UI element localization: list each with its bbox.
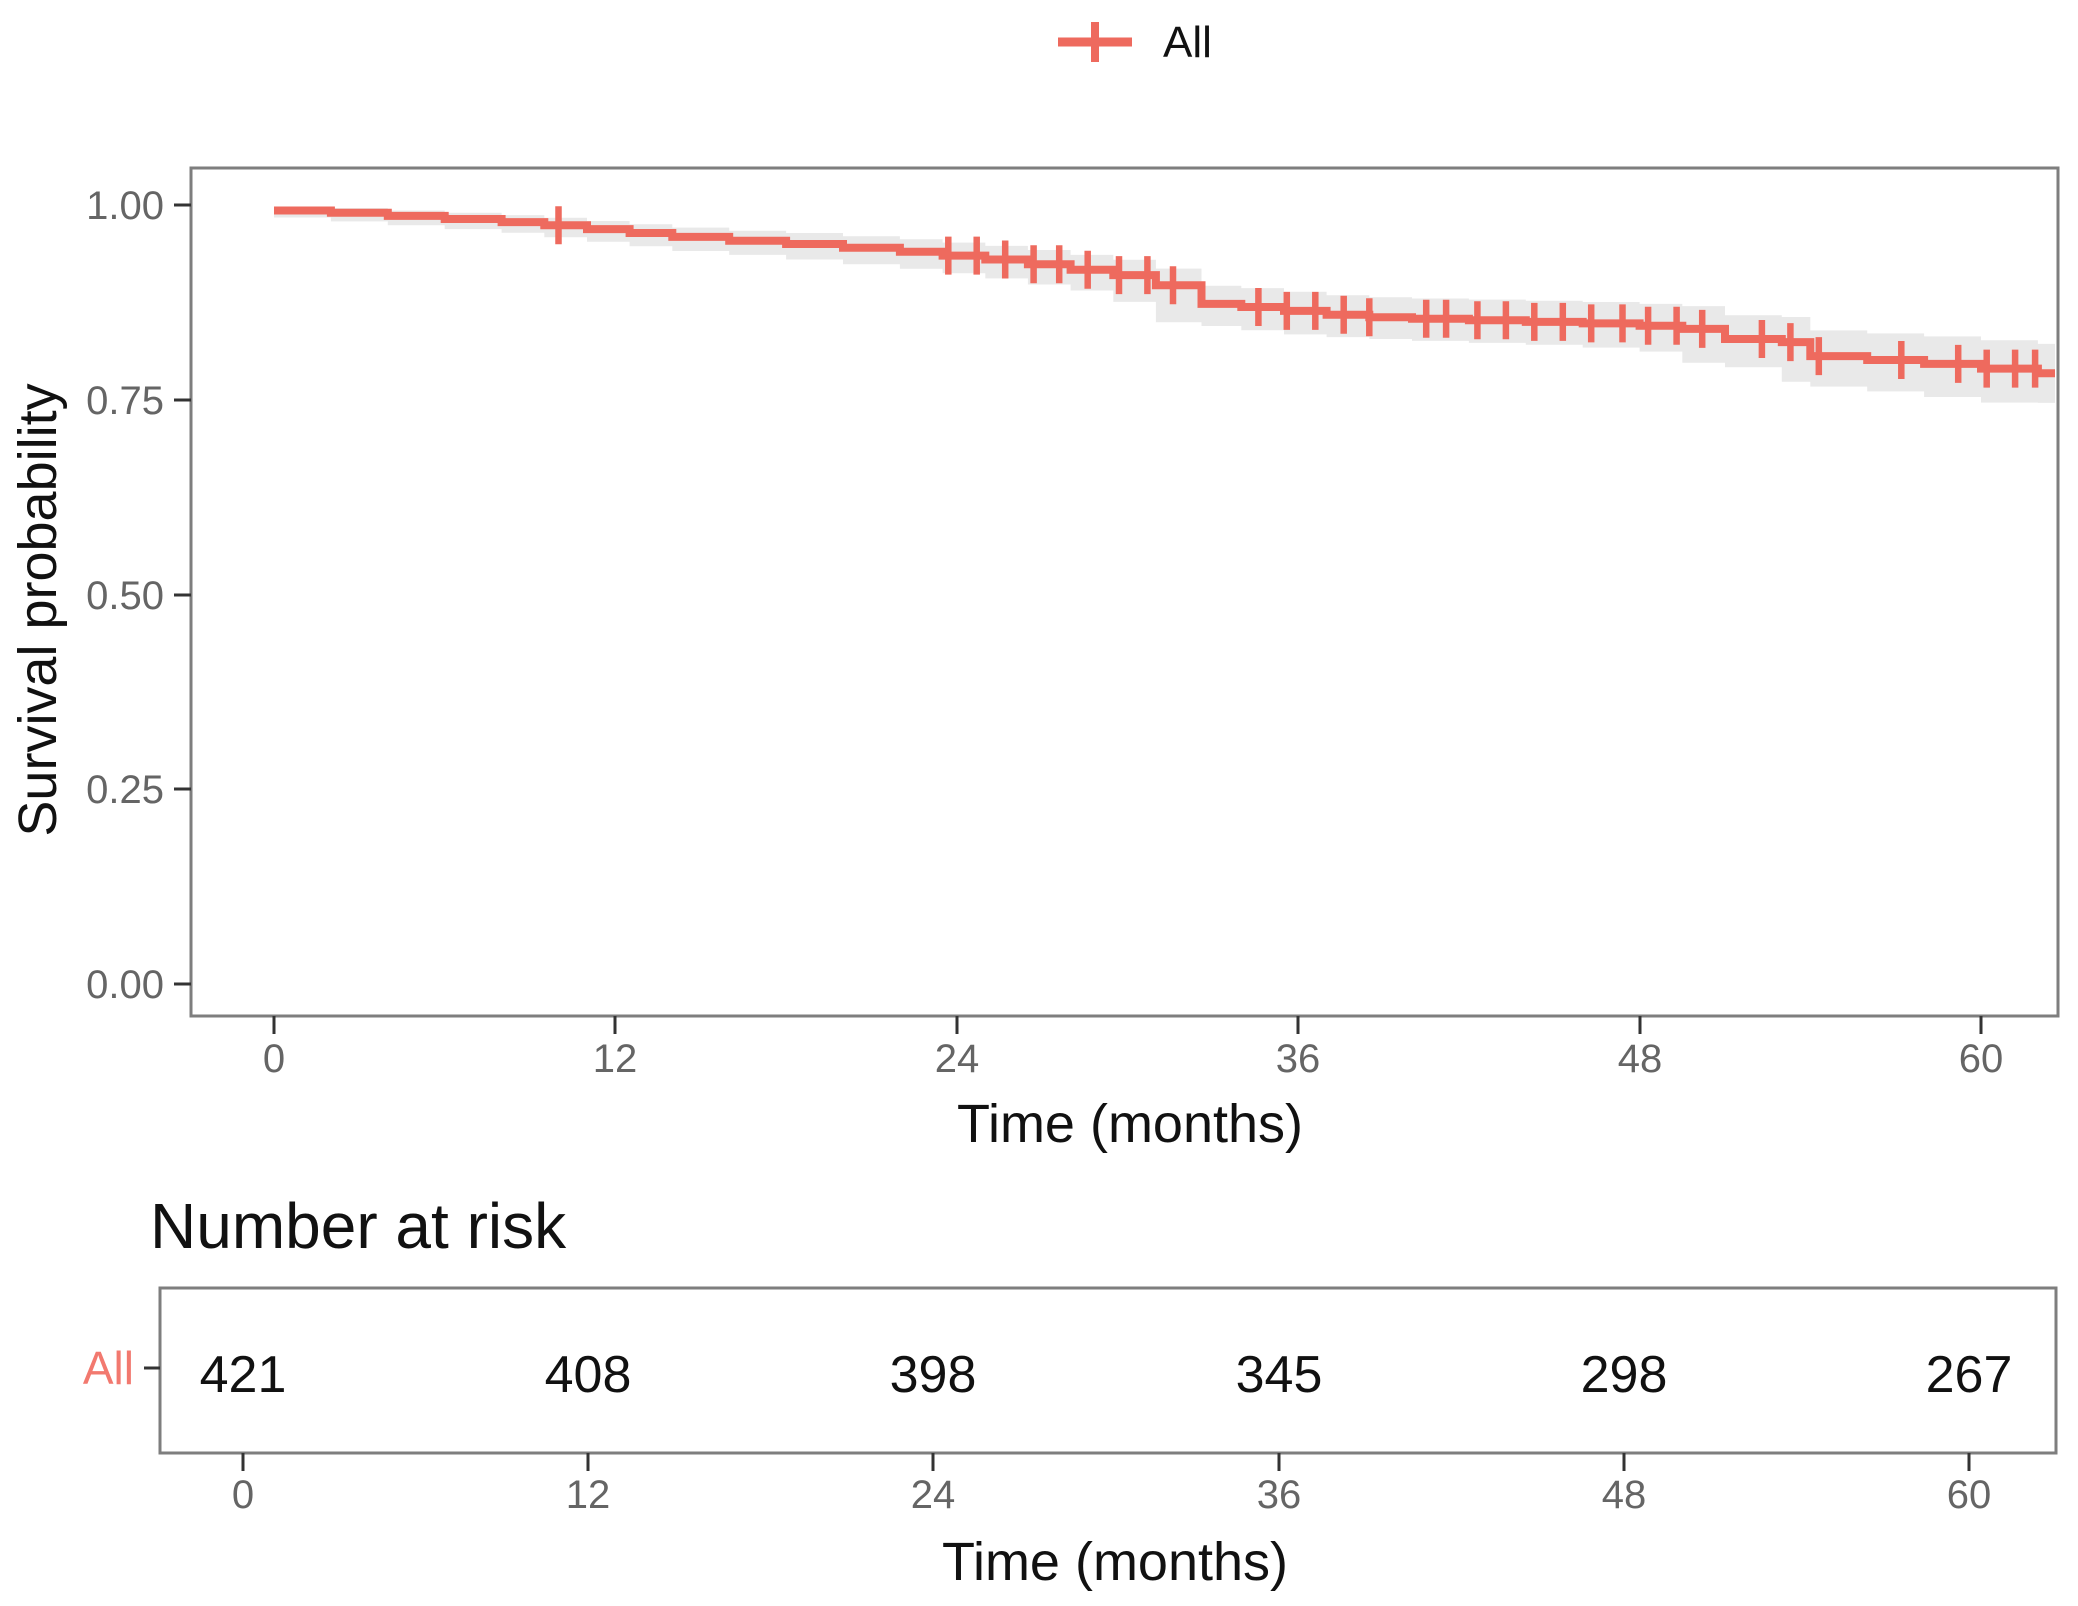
- risk-table-title: Number at risk: [150, 1190, 567, 1262]
- risk-tick-label-0: 0: [232, 1473, 254, 1517]
- risk-value-2: 398: [890, 1346, 977, 1404]
- risk-value-0: 421: [200, 1346, 287, 1404]
- risk-values: 421 408 398 345 298 267: [200, 1346, 2013, 1404]
- censor-plus-icon: [1058, 22, 1132, 62]
- risk-tick-label-1: 12: [566, 1473, 611, 1517]
- x-tick-label-0: 0: [263, 1037, 285, 1081]
- y-tick-label-1: 0.75: [86, 379, 164, 423]
- risk-tick-label-2: 24: [911, 1473, 956, 1517]
- risk-tick-label-4: 48: [1602, 1473, 1647, 1517]
- risk-x-axis-title: Time (months): [942, 1532, 1288, 1592]
- y-tick-label-4: 0.00: [86, 963, 164, 1007]
- risk-tick-label-5: 60: [1947, 1473, 1992, 1517]
- censor-marks: [555, 206, 2039, 388]
- ci-band: [274, 206, 2055, 403]
- legend: All: [1058, 18, 1212, 67]
- risk-row-label: All: [83, 1342, 134, 1394]
- risk-value-5: 267: [1926, 1346, 2013, 1404]
- km-curve: [274, 206, 2055, 378]
- y-axis-title: Survival probability: [8, 383, 68, 836]
- x-tick-label-2: 24: [935, 1037, 980, 1081]
- legend-label: All: [1163, 18, 1212, 67]
- x-tick-label-3: 36: [1276, 1037, 1321, 1081]
- risk-value-1: 408: [545, 1346, 632, 1404]
- risk-table: Number at risk All 421 408 398 345 298 2…: [83, 1190, 2058, 1592]
- x-tick-label-1: 12: [593, 1037, 638, 1081]
- y-axis-ticks: 1.00 0.75 0.50 0.25 0.00: [86, 184, 191, 1007]
- risk-tick-label-3: 36: [1257, 1473, 1302, 1517]
- plot-panel: [189, 166, 2060, 1018]
- x-tick-label-4: 48: [1618, 1037, 1663, 1081]
- y-tick-label-3: 0.25: [86, 768, 164, 812]
- main-plot: 1.00 0.75 0.50 0.25 0.00 0 12 24 36 48 6…: [8, 166, 2060, 1154]
- x-tick-label-5: 60: [1959, 1037, 2004, 1081]
- risk-x-axis-ticks: 0 12 24 36 48 60: [232, 1453, 1991, 1517]
- risk-table-panel: [158, 1286, 2058, 1455]
- x-axis-title: Time (months): [957, 1094, 1303, 1154]
- risk-value-3: 345: [1236, 1346, 1323, 1404]
- y-tick-label-2: 0.50: [86, 574, 164, 618]
- x-axis-ticks: 0 12 24 36 48 60: [263, 1016, 2003, 1081]
- y-tick-label-0: 1.00: [86, 184, 164, 228]
- risk-value-4: 298: [1581, 1346, 1668, 1404]
